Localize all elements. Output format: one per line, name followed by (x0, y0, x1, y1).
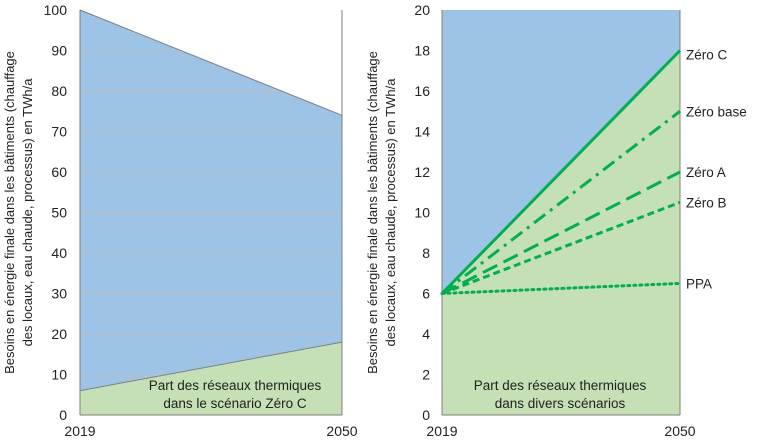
y-tick-label: 4 (422, 326, 430, 342)
series-label: PPA (686, 276, 712, 291)
y-tick-label: 50 (51, 205, 67, 221)
y-tick-label: 20 (51, 326, 67, 342)
x-tick-label: 2050 (664, 423, 695, 439)
y-tick-label: 60 (51, 164, 67, 180)
y-tick-label: 10 (51, 367, 67, 383)
y-tick-label: 18 (414, 43, 430, 59)
y-axis-label: Besoins en énergie finale dans les bâtim… (2, 51, 17, 374)
y-tick-label: 14 (414, 124, 430, 140)
y-axis-label: des locaux, eau chaude, processus) en TW… (20, 78, 35, 347)
series-line-2 (441, 170, 681, 295)
top-edge-line (79, 9, 343, 116)
series-label: Zéro base (686, 104, 747, 119)
y-tick-label: 2 (422, 367, 430, 383)
y-tick-label: 0 (59, 407, 67, 423)
annotation-label: dans divers scénarios (495, 396, 626, 411)
y-tick-label: 6 (422, 286, 430, 302)
x-tick-label: 2019 (64, 423, 95, 439)
y-tick-label: 16 (414, 83, 430, 99)
y-tick-label: 8 (422, 245, 430, 261)
y-tick-label: 90 (51, 43, 67, 59)
annotation-label: dans le scénario Zéro C (163, 396, 307, 411)
area-total-demand (80, 10, 342, 391)
x-tick-label: 2050 (326, 423, 357, 439)
y-tick-label: 20 (414, 2, 430, 18)
series-label: Zéro B (686, 195, 727, 210)
right-chart: Zéro C Zéro base Zéro A Zéro B PPA 0 2 4 6 8 10 12 1… (365, 2, 747, 439)
annotation-label: Part des réseaux thermiques (474, 378, 647, 393)
series-label: Zéro C (686, 48, 728, 63)
area-district-heating (80, 342, 342, 415)
y-tick-label: 40 (51, 245, 67, 261)
left-chart: 0 10 20 30 40 50 60 70 80 90 100 2019 2050 Besoins en… (2, 2, 358, 439)
annotation-label: Part des réseaux thermiques (149, 378, 322, 393)
y-tick-label: 30 (51, 286, 67, 302)
y-axis-label: des locaux, eau chaude, processus) en TW… (383, 78, 398, 347)
series-label: Zéro A (686, 165, 726, 180)
y-tick-label: 12 (414, 164, 430, 180)
series-line-4 (440, 281, 682, 295)
x-tick-label: 2019 (426, 423, 457, 439)
series-line-3 (441, 200, 681, 295)
area-district-heating-range (442, 50, 680, 415)
series-line-1 (441, 110, 681, 295)
y-tick-label: 0 (422, 407, 430, 423)
y-tick-label: 80 (51, 83, 67, 99)
boundary-line (79, 341, 343, 392)
y-tick-label: 10 (414, 205, 430, 221)
series-line-0 (440, 49, 682, 295)
y-tick-label: 100 (44, 2, 68, 18)
y-axis-label: Besoins en énergie finale dans les bâtim… (365, 51, 380, 374)
y-tick-label: 70 (51, 124, 67, 140)
